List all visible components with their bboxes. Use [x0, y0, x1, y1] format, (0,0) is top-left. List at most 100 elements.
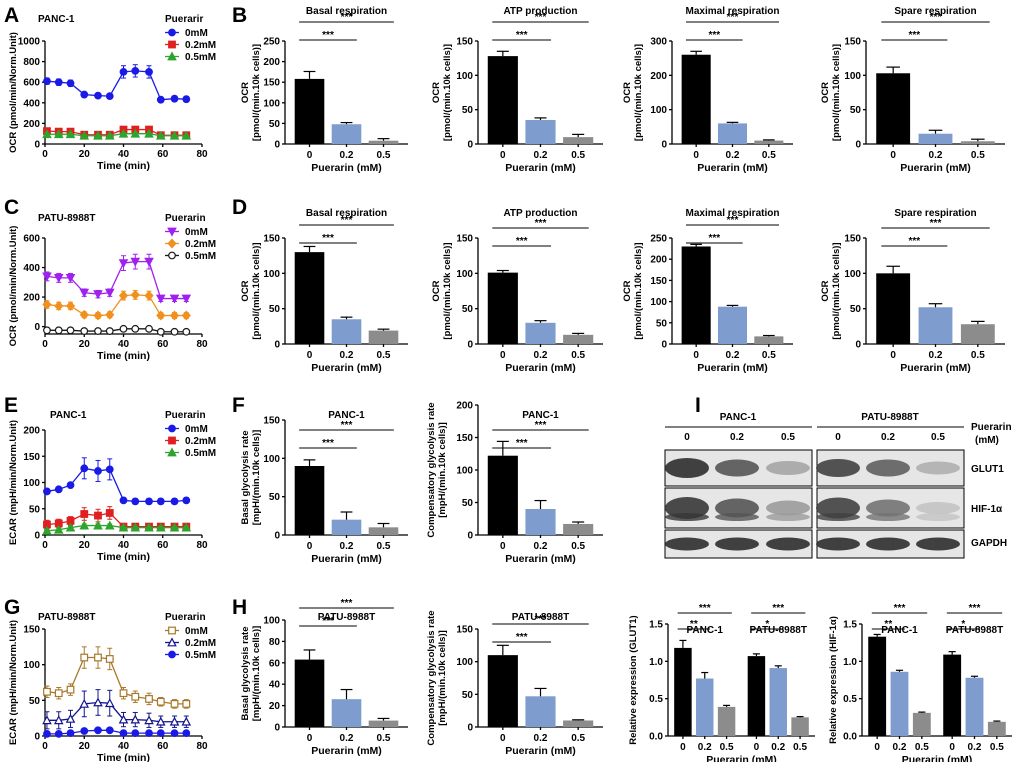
y-tick-label: 0 — [274, 340, 280, 351]
chart-title: PANC-1 — [38, 14, 75, 25]
data-point — [93, 310, 103, 321]
series-0.5mM — [43, 324, 191, 336]
bar-1 — [918, 133, 953, 144]
significance: ********* — [871, 603, 1003, 630]
series-0mM — [43, 457, 191, 506]
x-axis-title: Puerarin (mM) — [902, 754, 973, 762]
sig-label: *** — [341, 12, 353, 23]
series-0mM — [43, 646, 191, 709]
data-point — [43, 687, 51, 696]
data-point — [93, 290, 103, 300]
bar-1 — [331, 124, 362, 144]
data-point — [118, 522, 129, 532]
data-point — [144, 522, 154, 532]
y-axis-title: OCR — [820, 280, 831, 301]
bar-0 — [487, 455, 518, 535]
group-title: PATU-8988T — [946, 625, 1003, 636]
y-tick-label: 50 — [269, 304, 281, 315]
x-axis-title: Puerarin (mM) — [505, 362, 576, 374]
sig-label: *** — [930, 12, 942, 23]
data-point — [182, 729, 191, 738]
bar-5 — [987, 721, 1006, 736]
data-point — [156, 697, 165, 706]
x-tick-label: 20 — [79, 339, 91, 350]
x-tick-label: 0.5 — [971, 350, 985, 361]
data-point — [119, 729, 128, 738]
data-point — [105, 726, 114, 735]
legend-label: 0mM — [185, 227, 208, 238]
x-tick-label: 0 — [500, 541, 506, 552]
y-axis-title: Basal glycolysis rate — [240, 431, 251, 525]
y-axis-title: [pmol/(min.10k cells)] — [831, 44, 842, 141]
data-point — [170, 327, 179, 336]
y-axis-title: OCR (pmol/min/Norm.Unit) — [8, 226, 19, 347]
data-point — [105, 92, 114, 101]
bar-0 — [487, 655, 518, 727]
legend-label: 0mM — [185, 28, 208, 39]
sig-label: ** — [690, 619, 698, 630]
wb-band — [816, 497, 860, 519]
legend-marker — [167, 238, 177, 249]
group-title: PANC-1 — [687, 625, 724, 636]
x-tick-label: 0.5 — [915, 742, 929, 753]
y-tick-label: 50 — [850, 304, 862, 315]
x-axis-title: Puerarin (mM) — [505, 553, 576, 565]
y-tick-label: 0 — [274, 531, 280, 542]
sig-label: *** — [535, 420, 547, 431]
bar-2 — [563, 523, 594, 535]
y-axis-title: [mpH/(min.10k cells)] — [251, 430, 262, 526]
data-point — [104, 130, 115, 140]
x-tick-label: 0 — [42, 540, 48, 551]
data-point — [93, 697, 103, 707]
sig-label: * — [961, 619, 965, 630]
y-tick-label: 100 — [23, 660, 40, 671]
data-point — [170, 729, 179, 738]
data-point — [130, 522, 141, 532]
data-point — [131, 324, 140, 333]
x-tick-label: 0.5 — [571, 350, 585, 361]
x-axis-title: Puerarin (mM) — [697, 162, 768, 174]
legend-marker — [168, 626, 176, 635]
bar-5 — [791, 717, 809, 736]
panel-label-h: H — [232, 596, 247, 619]
data-point — [131, 66, 140, 75]
significance: *** *** — [685, 215, 780, 244]
wb-band — [916, 502, 960, 514]
x-axis-title: Puerarin (mM) — [311, 745, 382, 757]
bar-2 — [368, 720, 399, 727]
data-point — [80, 510, 89, 518]
wb-band — [816, 513, 860, 521]
y-axis-title: [pmol/(min.10k cells)] — [251, 242, 262, 339]
y-tick-label: 200 — [650, 71, 667, 82]
data-point — [43, 729, 51, 738]
y-tick-label: 20 — [269, 701, 281, 712]
x-tick-label: 0 — [890, 350, 896, 361]
x-tick-label: 0.5 — [720, 742, 734, 753]
data-point — [144, 128, 154, 138]
data-point — [42, 299, 52, 310]
data-point — [181, 294, 192, 304]
data-point — [182, 95, 191, 104]
x-axis-title: Puerarin (mM) — [505, 162, 576, 174]
significance: *** *** — [299, 420, 394, 449]
bar-3 — [943, 654, 962, 736]
wb-band — [916, 461, 960, 475]
x-axis-title: Time (min) — [97, 350, 150, 362]
data-point — [66, 729, 75, 738]
x-tick-label: 60 — [157, 339, 169, 350]
data-point — [94, 467, 102, 475]
data-point — [156, 95, 165, 104]
data-point — [42, 272, 52, 282]
y-tick-label: 0 — [661, 140, 667, 151]
data-point — [118, 714, 129, 724]
data-point — [80, 727, 89, 735]
legend-label: 0mM — [185, 424, 208, 435]
significance: *** *** — [881, 12, 990, 41]
x-tick-label: 80 — [196, 339, 208, 350]
series-line — [46, 260, 187, 300]
